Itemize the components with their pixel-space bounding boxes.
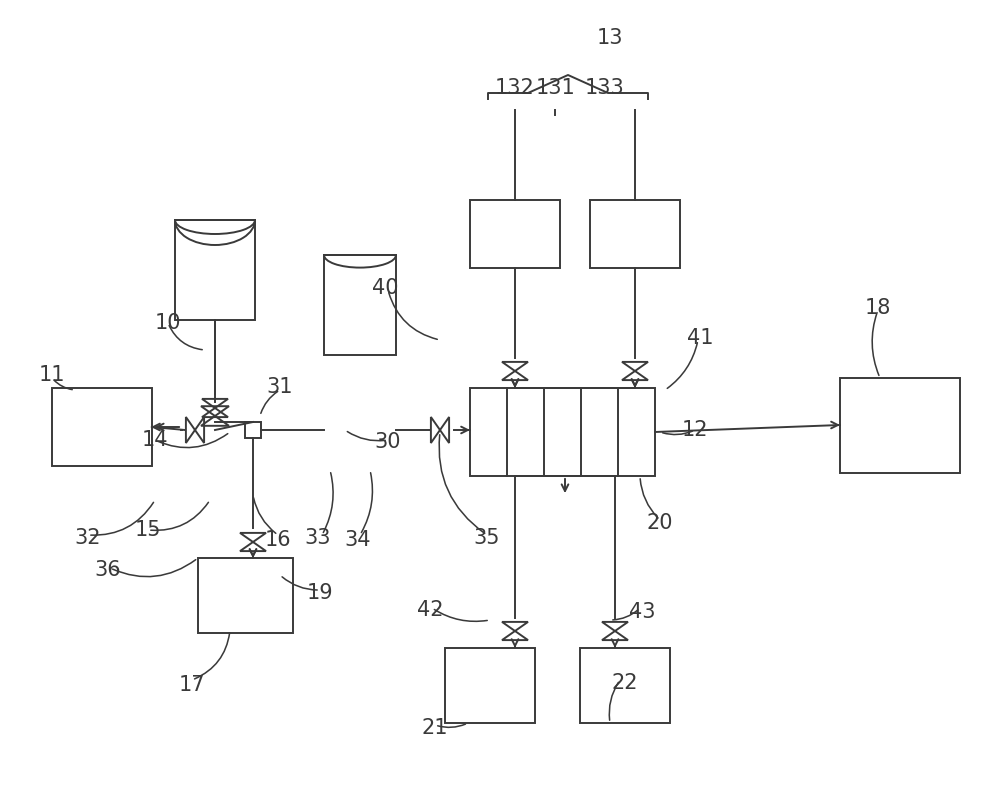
- Bar: [324, 255, 396, 355]
- Text: 18: 18: [865, 298, 891, 318]
- Bar: [590, 200, 680, 268]
- Text: 17: 17: [179, 675, 205, 695]
- Text: 12: 12: [682, 420, 708, 440]
- Text: 42: 42: [417, 600, 443, 620]
- Text: 40: 40: [372, 278, 398, 298]
- Text: 35: 35: [474, 528, 500, 548]
- Bar: [52, 388, 152, 466]
- Text: 14: 14: [142, 430, 168, 450]
- Text: 131: 131: [536, 78, 576, 98]
- Bar: [840, 378, 960, 473]
- Bar: [470, 388, 655, 476]
- Text: 33: 33: [305, 528, 331, 548]
- Text: 21: 21: [422, 718, 448, 738]
- Text: 30: 30: [375, 432, 401, 452]
- Bar: [580, 648, 670, 723]
- Text: 10: 10: [155, 313, 181, 333]
- Text: 31: 31: [267, 377, 293, 397]
- Text: 133: 133: [585, 78, 625, 98]
- Bar: [198, 558, 293, 633]
- Bar: [445, 648, 535, 723]
- Text: 43: 43: [629, 602, 655, 622]
- Text: 11: 11: [39, 365, 65, 385]
- Bar: [245, 422, 261, 438]
- Text: 13: 13: [597, 28, 623, 48]
- Text: 41: 41: [687, 328, 713, 348]
- Text: 16: 16: [265, 530, 291, 550]
- Text: 19: 19: [307, 583, 333, 603]
- Text: 32: 32: [75, 528, 101, 548]
- Bar: [175, 220, 255, 320]
- Text: 34: 34: [345, 530, 371, 550]
- Text: 36: 36: [95, 560, 121, 580]
- Text: 15: 15: [135, 520, 161, 540]
- Text: 132: 132: [495, 78, 535, 98]
- Text: 22: 22: [612, 673, 638, 693]
- Bar: [470, 200, 560, 268]
- Text: 20: 20: [647, 513, 673, 533]
